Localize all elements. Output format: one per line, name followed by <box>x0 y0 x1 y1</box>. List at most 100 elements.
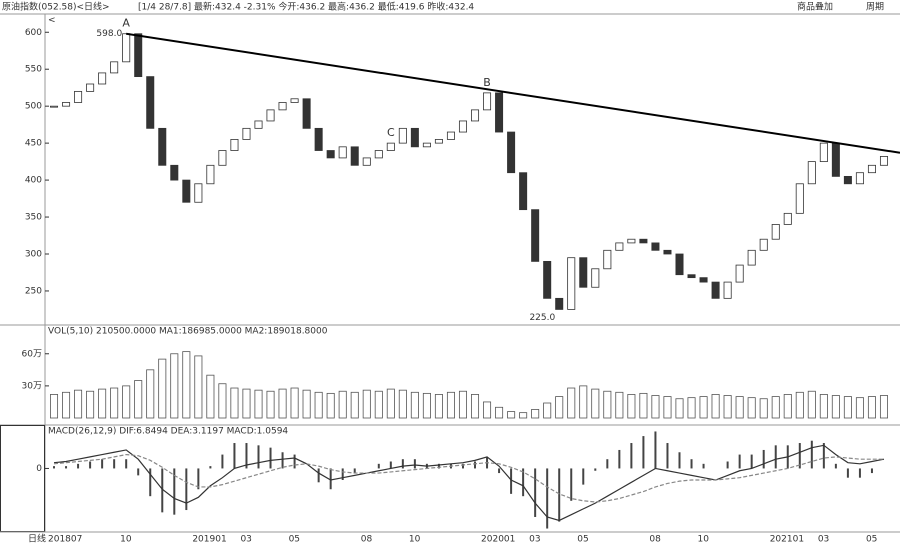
x-tick-label: 10 <box>120 535 132 545</box>
volume-bar <box>422 392 431 419</box>
candle <box>531 209 540 262</box>
x-tick-label: 03 <box>529 535 540 545</box>
volume-bar <box>495 406 504 419</box>
volume-bar <box>398 389 407 419</box>
candle <box>350 146 359 166</box>
candle <box>651 242 660 251</box>
volume-bar <box>62 391 71 419</box>
volume-bar <box>338 390 347 419</box>
candle <box>507 131 516 174</box>
volume-bar <box>783 394 792 419</box>
candle <box>194 183 203 203</box>
candle <box>446 131 455 140</box>
candle <box>591 268 600 288</box>
candle <box>843 175 852 185</box>
x-tick-label: 08 <box>361 535 373 545</box>
volume-bar <box>567 387 576 419</box>
quote: [1/4 28/7.8] 最新:432.4 -2.31% 今开:436.2 最高… <box>138 1 474 13</box>
volume-bar <box>458 390 467 419</box>
y-tick-label: 0 <box>36 464 42 474</box>
volume-bar <box>230 387 239 419</box>
x-tick-label: 202101 <box>770 535 804 545</box>
volume-bar <box>651 395 660 419</box>
y-tick-label: 500 <box>25 102 42 112</box>
volume-bar <box>855 397 864 419</box>
macd-line <box>53 453 884 503</box>
y-tick-label: 450 <box>25 139 42 149</box>
candle <box>110 61 119 74</box>
volume-bar <box>386 388 395 419</box>
side-box <box>0 425 45 532</box>
candle <box>543 260 552 299</box>
panel-title: VOL(5,10) 210500.0000 MA1:186985.0000 MA… <box>48 327 328 337</box>
volume-bar <box>663 396 672 419</box>
volume-bar <box>687 397 696 419</box>
candle <box>747 249 756 266</box>
candle <box>266 109 275 122</box>
candle <box>362 157 371 166</box>
candle <box>434 139 443 144</box>
candle <box>290 98 299 103</box>
candle <box>855 172 864 185</box>
title: 原油指数(052.58)<日线> <box>2 1 110 13</box>
volume-bar <box>867 396 876 419</box>
extreme-label: 598.0 <box>96 29 122 39</box>
volume-bar <box>326 392 335 419</box>
candle <box>50 105 59 108</box>
volume-bar <box>134 380 143 419</box>
candle <box>302 98 311 129</box>
candle <box>206 164 215 185</box>
volume-bar <box>759 398 768 419</box>
candle <box>867 164 876 174</box>
volume-bar <box>50 394 59 419</box>
volume-bar <box>735 396 744 419</box>
x-tick-label: 03 <box>818 535 829 545</box>
volume-bar <box>374 390 383 419</box>
volume-bar <box>831 395 840 419</box>
volume-bar <box>543 402 552 419</box>
candle <box>338 146 347 159</box>
candle <box>146 76 155 129</box>
volume-bar <box>446 391 455 419</box>
volume-bar <box>98 388 107 419</box>
candle <box>483 92 492 111</box>
period-button[interactable]: 周期 <box>866 2 884 13</box>
extreme-label: 225.0 <box>529 313 555 323</box>
candle <box>519 172 528 211</box>
y-tick-label: 300 <box>25 250 42 260</box>
x-tick-label: 201901 <box>192 535 226 545</box>
candle <box>86 83 95 92</box>
candle <box>398 127 407 144</box>
candle <box>278 102 287 111</box>
overlay-button[interactable]: 商品叠加 <box>797 1 833 13</box>
annotation: A <box>122 17 130 30</box>
candle <box>759 238 768 251</box>
volume-bar <box>182 351 191 419</box>
candle <box>242 127 251 140</box>
volume-bar <box>795 391 804 419</box>
candle <box>567 257 576 310</box>
volume-bar <box>627 394 636 419</box>
volume-bar <box>843 396 852 419</box>
candle <box>386 142 395 151</box>
candle <box>374 150 383 159</box>
x-tick-label: 05 <box>577 535 588 545</box>
volume-bar <box>350 391 359 419</box>
volume-bar <box>158 358 167 419</box>
volume-bar <box>86 390 95 419</box>
volume-bar <box>218 383 227 419</box>
volume-bar <box>410 391 419 419</box>
candle <box>711 281 720 299</box>
y-tick-label: 250 <box>25 286 42 296</box>
candle <box>723 281 732 299</box>
x-tick-label: 05 <box>289 535 300 545</box>
candle <box>314 127 323 151</box>
candle <box>170 164 179 181</box>
volume-bar <box>146 369 155 419</box>
volume-bar <box>314 391 323 419</box>
volume-bar <box>723 395 732 419</box>
candle <box>134 33 143 78</box>
volume-bar <box>519 412 528 419</box>
collapse-icon[interactable]: < <box>48 16 56 26</box>
